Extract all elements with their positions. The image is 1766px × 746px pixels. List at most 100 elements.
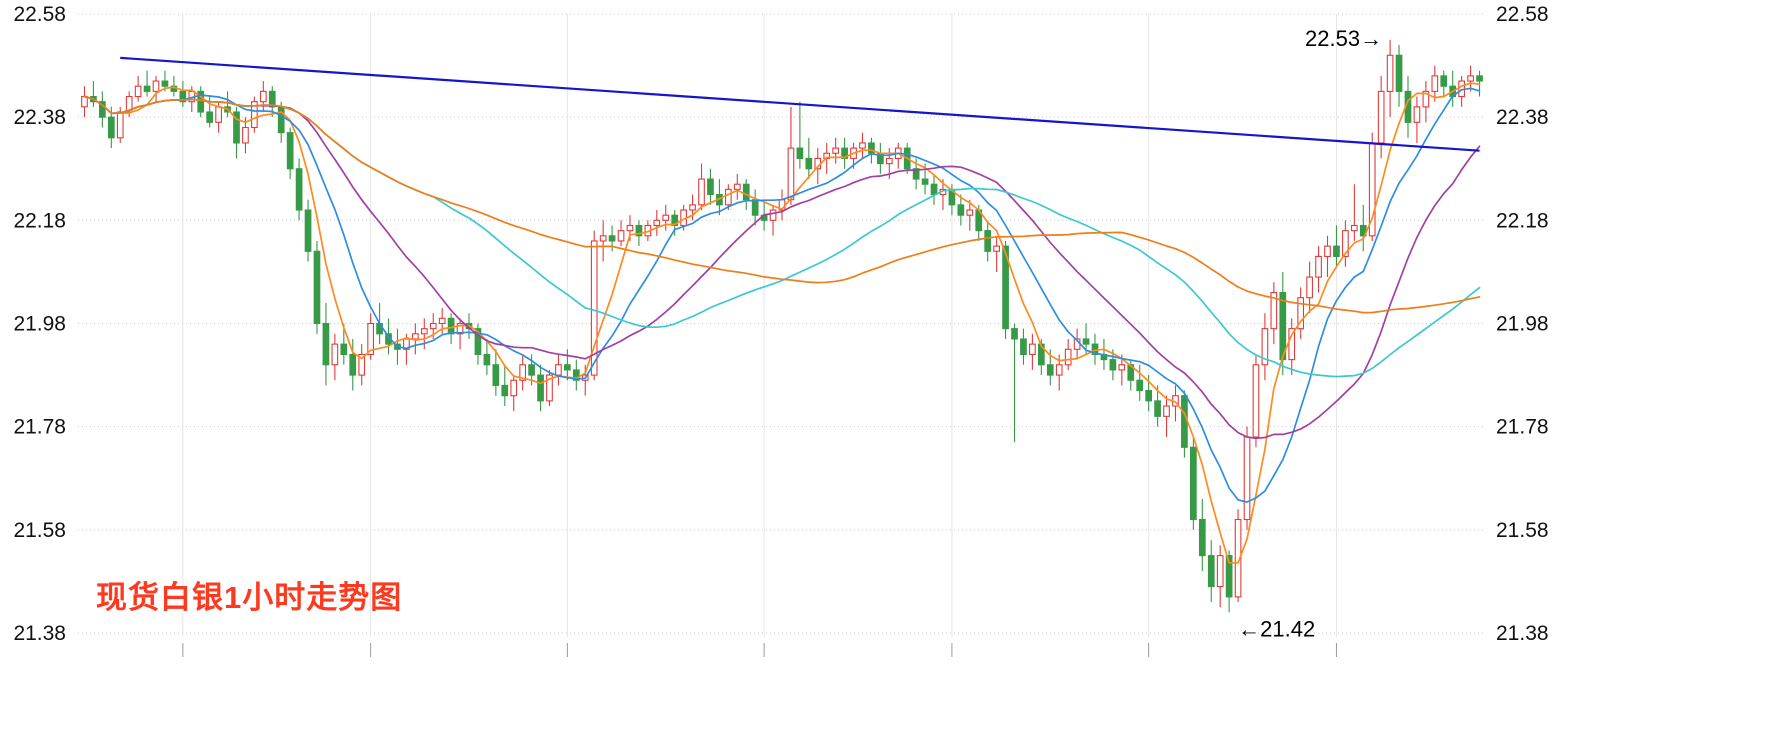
y-axis-label-right: 22.58 (1496, 3, 1549, 26)
ma-line-ma60 (83, 95, 1481, 314)
ma-line-ma5 (83, 82, 1481, 564)
chart-title: 现货白银1小时走势图 (96, 580, 403, 615)
candle-body (546, 374, 553, 402)
y-axis-label-right: 21.58 (1496, 519, 1549, 542)
candle-body (1082, 338, 1090, 345)
candle-body (242, 126, 249, 144)
candle-body (724, 188, 732, 206)
candle-body (1109, 359, 1117, 371)
candle-body (447, 317, 455, 335)
candle-body (1243, 436, 1251, 521)
candle-body (921, 178, 929, 185)
candle-body (81, 95, 88, 108)
candle-body (510, 379, 518, 397)
candle-body (1440, 75, 1448, 87)
candle-body (671, 214, 679, 227)
candle-body (832, 147, 840, 154)
y-axis-label-left: 22.38 (13, 106, 66, 129)
candle-body (1225, 555, 1233, 598)
candle-body (1154, 400, 1161, 417)
candle-body (197, 90, 205, 113)
candle-body (1011, 328, 1018, 340)
candle-body (99, 101, 106, 118)
candle-body (1377, 90, 1385, 144)
candle-body (1270, 291, 1278, 330)
candle-body (161, 80, 169, 87)
candle-body (1422, 90, 1430, 108)
annotation-low: ←21.42 (1238, 616, 1315, 641)
candle-body (107, 116, 115, 139)
candle-body (438, 317, 446, 325)
candle-body (1431, 75, 1439, 92)
candle-body (912, 168, 920, 180)
candle-body (492, 364, 500, 386)
candle-body (412, 333, 419, 340)
candle-body (215, 106, 222, 123)
candle-body (1064, 348, 1072, 366)
candle-body (134, 85, 142, 98)
candle-body (599, 235, 607, 242)
candle-body (1002, 245, 1009, 330)
ma-line-ma10 (83, 87, 1481, 503)
candle-body (286, 132, 294, 170)
candle-body (1020, 338, 1027, 356)
candle-body (1413, 106, 1421, 123)
ma-line-ma40 (83, 95, 1481, 378)
y-axis-label-right: 22.38 (1496, 106, 1549, 129)
candle-body (1476, 75, 1483, 82)
y-axis-label-right: 21.78 (1496, 416, 1549, 439)
candle-body (590, 240, 598, 376)
candle-body (1333, 245, 1340, 257)
candle-body (331, 343, 339, 366)
candle-body (993, 245, 1000, 252)
candle-body (930, 183, 938, 196)
candle-body (519, 364, 527, 381)
candle-body (483, 353, 491, 366)
candle-body (1315, 255, 1322, 278)
candle-body (805, 157, 813, 170)
candle-body (555, 364, 562, 376)
candle-body (1163, 405, 1170, 417)
y-axis-label-left: 21.98 (13, 313, 66, 336)
candle-body (841, 147, 848, 159)
candle-body (751, 199, 759, 216)
candle-body (501, 384, 509, 397)
candle-body (340, 343, 348, 355)
y-axis-label-left: 22.18 (13, 209, 66, 232)
candle-body (733, 183, 741, 190)
candle-body (456, 322, 464, 335)
candle-body (1306, 276, 1313, 299)
candle-body (796, 147, 804, 159)
candle-body (859, 142, 866, 149)
candle-body (1145, 390, 1152, 402)
candle-body (1055, 364, 1063, 376)
candle-body (984, 230, 992, 252)
candle-body (322, 322, 330, 366)
candle-body (1046, 364, 1054, 376)
candle-body (1386, 54, 1394, 92)
candle-body (1395, 54, 1403, 92)
candle-body (537, 374, 544, 402)
candle-body (957, 204, 965, 216)
candle-body (152, 80, 160, 92)
candle-body (635, 224, 643, 237)
candle-body (143, 85, 151, 92)
candle-body (367, 322, 374, 356)
candle-body (1234, 518, 1242, 598)
candle-body (966, 209, 974, 216)
candle-body (1261, 328, 1269, 366)
candle-body (277, 106, 285, 134)
candle-body (474, 328, 482, 355)
y-axis-label-right: 21.98 (1496, 313, 1549, 336)
candle-body (358, 353, 366, 376)
candle-body (1207, 555, 1215, 588)
candle-body (233, 111, 240, 144)
candle-body (1029, 343, 1036, 355)
candle-body (564, 364, 571, 371)
candle-body (617, 230, 625, 242)
trendline (120, 56, 1480, 152)
candle-body (295, 168, 303, 211)
candle-body (653, 219, 661, 227)
